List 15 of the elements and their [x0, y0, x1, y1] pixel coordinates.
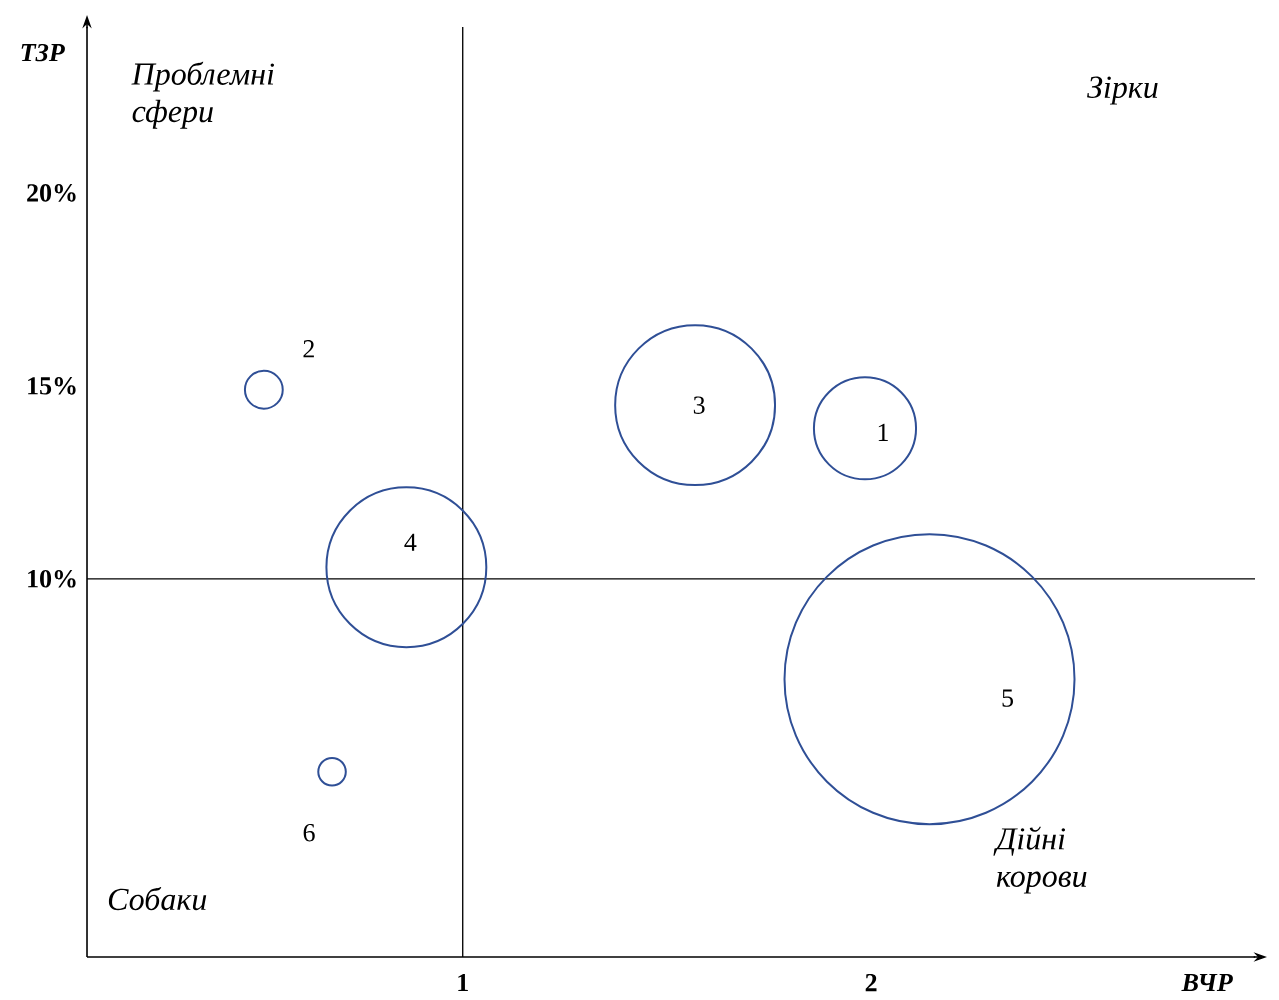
annotation: 2: [303, 340, 314, 358]
y-axis-title: ТЗР: [21, 44, 65, 62]
annotation: 3: [693, 396, 705, 414]
annotation: 6: [303, 824, 315, 842]
annotation: Дійні корови: [993, 826, 1087, 894]
x-axis-title: ВЧР: [1181, 974, 1233, 992]
annotation: 4: [404, 533, 417, 551]
annotation: 1: [878, 423, 888, 441]
annotation: Зірки: [1087, 76, 1158, 105]
y-tick-label: 15%: [28, 377, 76, 395]
annotation: 5: [1002, 689, 1013, 707]
annotation: Проблемні сфери: [131, 61, 275, 129]
y-tick-label: 20%: [27, 184, 76, 202]
annotation: Собаки: [108, 887, 207, 911]
y-tick-label: 10%: [28, 570, 76, 588]
